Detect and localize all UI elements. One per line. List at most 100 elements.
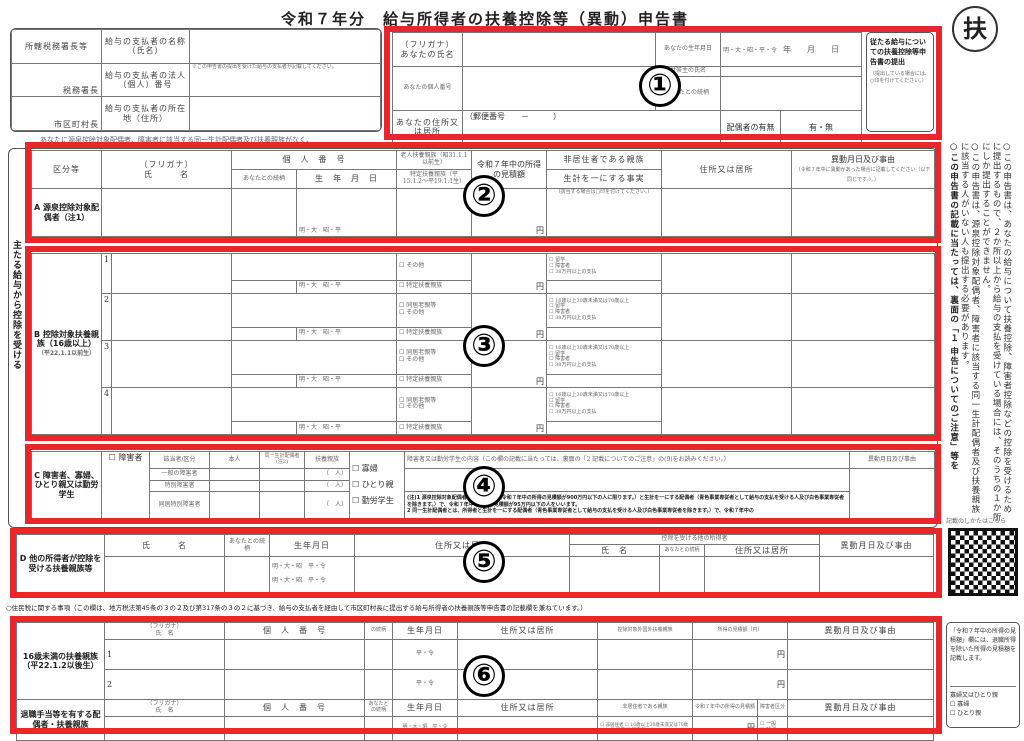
right-note-3: ○この申告書の記載に当たっては、裏面の「１ 申告についてのご注意」等を (948, 142, 959, 471)
your-name-field[interactable] (462, 32, 656, 67)
tax-office-label: 税務署長 (11, 62, 102, 98)
payer-number-field[interactable]: ※この申告書の提出を受けた給与の支払者が記載してください。 (189, 62, 381, 98)
d-address-field[interactable] (354, 556, 570, 594)
r-widow-checkbox[interactable]: 寡婦 (950, 699, 1016, 708)
specific-checkbox[interactable]: 特定扶養親族 (396, 420, 472, 436)
dependent-name-field[interactable] (111, 292, 232, 341)
right-note-1: ○この申告書は、あなたの給与について扶養控除、障害者控除などの控除を受けるために… (980, 142, 1012, 522)
general-count[interactable]: （ 人） (304, 468, 350, 481)
spouse-relation-field[interactable] (231, 188, 297, 237)
elderly-checkbox[interactable]: 同居老親等 (399, 349, 469, 357)
other-checkbox[interactable]: その他 (399, 309, 469, 317)
dependent-row-lower: 明・大 昭・平特定扶養親族 (32, 326, 935, 341)
highlight-1 (384, 26, 942, 140)
section-c-label: C 障害者、寡婦、ひとり親又は勤労学生 (31, 451, 102, 519)
dependent-row: 1その他円留学障害者38万円以上の支払 (32, 253, 935, 294)
payer-name-field[interactable] (189, 29, 381, 64)
other-checkbox[interactable]: その他 (399, 356, 469, 364)
other-address-field[interactable] (704, 556, 820, 594)
payer-number-label: 給与の支払者の法人（個人）番号 (101, 62, 190, 98)
nonresident-checkboxes[interactable]: 16歳以上30歳未満又は70歳以上留学障害者38万円以上の支払 (546, 386, 662, 422)
highlight-2 (25, 142, 941, 243)
spouse-change-field[interactable] (791, 188, 935, 237)
u16-birth-1[interactable]: 平・令 (392, 638, 458, 670)
u16-change-2[interactable] (787, 668, 934, 700)
cohabit-spouse[interactable] (259, 491, 305, 519)
elderly-checkbox[interactable]: 同居老親等 (399, 302, 469, 310)
under16-label: 16歳未満の扶養親族（平22.1.2以後生） (16, 622, 105, 700)
u16-relation-1[interactable] (364, 638, 393, 670)
office-label: 所轄税務署長等 (11, 29, 102, 64)
student-checkbox[interactable]: 勤労学生 (352, 493, 402, 509)
nonresident-checkboxes[interactable]: 16歳以上30歳未満又は70歳以上留学障害者38万円以上の支払 (546, 292, 662, 328)
side-note: （提出している場合には、○印を付けてください。） (870, 71, 930, 84)
other-checkbox[interactable]: その他 (399, 403, 469, 411)
marker-6: ⑥ (463, 655, 505, 697)
payer-address-field[interactable] (189, 96, 381, 131)
bottom-note: 「令和７年中の所得の見積額」欄には、退職所得を除いた所得の見積額を記載します。 (950, 628, 1017, 662)
u16-relation-2[interactable] (364, 668, 393, 700)
marker-4: ④ (463, 466, 505, 508)
income-field[interactable]: 円 (471, 253, 547, 294)
change-field[interactable] (791, 292, 935, 341)
dependent-number-field[interactable] (231, 339, 397, 375)
u16-row-2[interactable]: 2 (104, 668, 225, 700)
highlight-4 (25, 444, 941, 524)
self-header: 本人 (209, 450, 260, 470)
other-checkbox[interactable]: その他 (399, 262, 469, 270)
secondary-declaration-box[interactable]: 従たる給与についての扶養控除等申告書の提出 （提出している場合には、○印を付けて… (866, 32, 934, 132)
qr-code-icon[interactable] (948, 528, 1018, 596)
r-single-checkbox[interactable]: ひとり親 (950, 708, 1016, 717)
right-note-2: ○この申告書は、源泉控除対象配偶者、障害者に該当する同一生計配偶者及び扶養親族に… (959, 142, 980, 514)
section-a-table: 区分等 （フリガナ）氏 名個 人 番 号老人扶養親族（昭31.1.1以前生） 令和７… (31, 150, 935, 237)
right-notes: ○この申告書は、あなたの給与について扶養控除、障害者控除などの控除を受けるために… (948, 142, 1012, 522)
status-checkboxes[interactable]: 寡婦ひとり親勤労学生 (349, 451, 405, 519)
dependent-name-field[interactable] (111, 253, 232, 294)
dependent-row: 4同居老親等その他円16歳以上30歳未満又は70歳以上留学障害者38万円以上の支… (32, 386, 935, 436)
d-change-field[interactable] (819, 556, 934, 594)
address-field[interactable] (661, 292, 792, 341)
u16-birth-2[interactable]: 平・令 (392, 668, 458, 700)
dependent-row-lower: 明・大 昭・平特定扶養親族 (32, 373, 935, 388)
payer-name-label: 給与の支払者の名称（氏名） (101, 29, 190, 64)
dependent-name-field[interactable] (111, 386, 232, 436)
income-field[interactable]: 円 (471, 386, 547, 436)
single-parent-checkbox[interactable]: ひとり親 (352, 477, 402, 493)
stamp-fu: 扶 (952, 6, 998, 52)
address-field[interactable] (661, 339, 792, 388)
spouse-category-field[interactable] (396, 188, 472, 237)
d-birth-field[interactable]: 明・大・昭 平・令 明・大・昭 平・令 (269, 556, 355, 594)
birth-field[interactable]: 明・大・昭・平・令 年 月 日 (720, 32, 862, 67)
change-field-c[interactable] (849, 468, 935, 519)
disabled-checkbox[interactable]: 障害者 (101, 451, 150, 519)
elderly-checkbox[interactable]: 同居老親等 (399, 397, 469, 405)
note-line: あなたに源泉控除対象配偶者、障害者に該当する同一生計配偶者及び扶養親族がなく、 (40, 136, 313, 144)
spouse-birth-field[interactable]: 明・大 昭・平 (296, 188, 397, 237)
birth-label: あなたの生年月日 (655, 32, 721, 67)
highlight-5 (10, 528, 942, 598)
change-field[interactable] (791, 253, 935, 294)
category-checkboxes[interactable]: その他 (396, 253, 472, 281)
payer-address-label: 給与の支払者の所在地（住所） (101, 96, 190, 131)
change-field[interactable] (791, 339, 935, 388)
left-vertical-label: 主たる給与から控除を受ける (11, 240, 21, 370)
cohabit-disabled-row: 同居特別障害者 (149, 491, 210, 519)
qr-label: 記載のしかたはこちら (946, 518, 1007, 525)
change-field[interactable] (791, 386, 935, 436)
nonresident-checkboxes[interactable]: 16歳以上30歳未満又は70歳以上留学障害者38万円以上の支払 (546, 339, 662, 375)
spouse-nonresident-field[interactable]: （該当する場合は□印を付けてください。） (546, 188, 662, 237)
widow-checkbox[interactable]: 寡婦 (352, 461, 402, 477)
address-field[interactable] (661, 386, 792, 436)
address-field[interactable] (661, 253, 792, 294)
u16-income-2[interactable]: 円 (691, 668, 789, 700)
section-d-table: D 他の所得者が控除を受ける扶養親族等氏 名あなたとの続柄 生年月日 住所又は居所控… (16, 533, 934, 594)
cohabit-count[interactable]: （ 人） (304, 491, 350, 519)
other-relation-header: あなたとの続柄 (659, 543, 705, 558)
spouse-name-field[interactable] (101, 188, 232, 237)
dependent-row: 3同居老親等その他円16歳以上30歳未満又は70歳以上留学障害者38万円以上の支… (32, 339, 935, 388)
other-name-field[interactable] (569, 556, 660, 594)
municipality-label: 市区町村長 (11, 96, 102, 131)
name-header: （フリガナ）氏 名 (101, 150, 232, 189)
same-living-field[interactable] (546, 420, 662, 436)
u16-number-2[interactable] (224, 668, 365, 700)
